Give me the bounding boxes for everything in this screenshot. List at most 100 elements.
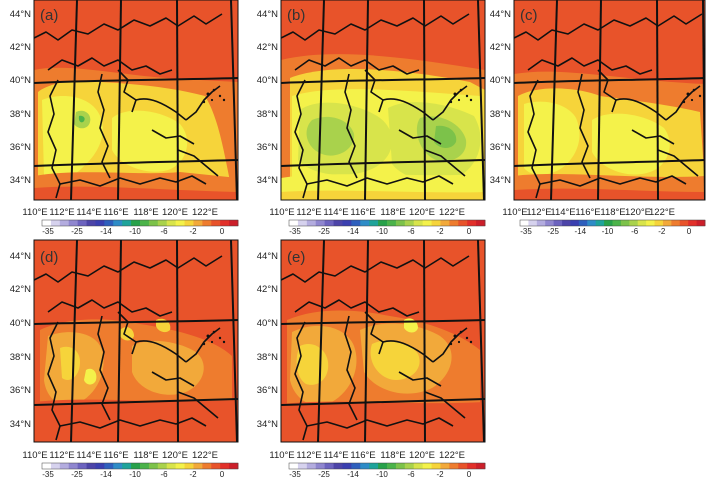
colorbar-swatch-b-12	[395, 220, 406, 226]
colorbar-swatch-e-13	[404, 463, 415, 469]
colorbar-tick-d-0: -35	[42, 470, 54, 479]
colorbar-swatch-b-1	[297, 220, 308, 226]
colorbar-tick-c-1: -25	[547, 227, 559, 236]
colorbar-tick-d-3: -10	[129, 470, 141, 479]
lat-label-e-1: 42°N	[257, 284, 278, 295]
lon-label-d-6: 122°E	[192, 450, 218, 461]
lat-label-b-2: 40°N	[257, 75, 278, 86]
colorbar-swatch-a-20	[220, 220, 230, 226]
colorbar-swatch-c-14	[637, 220, 647, 226]
colorbar-tick-b-4: -6	[407, 227, 415, 236]
lat-label-d-4: 36°N	[10, 385, 31, 396]
colorbar-frame-d	[41, 462, 239, 470]
lon-label-c-5: 120°E	[625, 207, 651, 218]
lat-label-c-2: 40°N	[490, 75, 511, 86]
colorbar-frame-e	[288, 462, 486, 470]
colorbar-swatch-d-10	[131, 463, 141, 469]
colorbar-swatch-d-17	[193, 463, 203, 469]
lon-label-c-1: 112°E	[526, 207, 551, 218]
colorbar-swatch-c-5	[562, 220, 571, 226]
lat-label-c-5: 34°N	[490, 175, 511, 186]
colorbar-swatch-e-1	[297, 463, 308, 469]
lon-label-c-2: 114°E	[550, 207, 575, 218]
colorbar-swatch-d-18	[202, 463, 212, 469]
colorbar-swatch-a-5	[86, 220, 96, 226]
lat-label-b-5: 34°N	[257, 175, 278, 186]
colorbar-swatch-e-17	[440, 463, 450, 469]
lon-label-a-3: 116°E	[103, 207, 128, 218]
colorbar-frame-b	[288, 219, 486, 227]
colorbar-swatch-c-11	[612, 220, 622, 226]
colorbar-swatch-a-1	[50, 220, 61, 226]
colorbar-c	[519, 219, 706, 227]
colorbar-tick-b-3: -10	[376, 227, 388, 236]
colorbar-swatch-d-19	[211, 463, 221, 469]
colorbar-tick-a-5: -2	[189, 227, 197, 236]
colorbar-swatch-b-10	[378, 220, 388, 226]
colorbar-swatch-a-6	[95, 220, 105, 226]
colorbar-swatch-a-2	[59, 220, 70, 226]
colorbar-swatch-a-3	[68, 220, 79, 226]
lon-label-b-4: 118°E	[380, 207, 405, 218]
lon-label-b-0: 110°E	[269, 207, 294, 218]
lat-label-c-1: 42°N	[490, 42, 511, 53]
lat-label-e-5: 34°N	[257, 419, 278, 430]
colorbar-swatch-b-6	[342, 220, 352, 226]
colorbar-swatch-c-10	[604, 220, 613, 226]
colorbar-tick-e-6: 0	[467, 470, 472, 479]
lon-label-b-1: 112°E	[296, 207, 321, 218]
colorbar-tick-b-5: -2	[436, 227, 444, 236]
colorbar-swatch-b-7	[351, 220, 361, 226]
lat-label-e-0: 44°N	[257, 251, 278, 262]
lat-label-c-3: 38°N	[490, 109, 511, 120]
colorbar-tick-e-4: -6	[407, 470, 415, 479]
colorbar-tick-a-6: 0	[220, 227, 225, 236]
colorbar-tick-c-6: 0	[687, 227, 692, 236]
colorbar-swatch-b-5	[333, 220, 343, 226]
colorbar-swatch-d-16	[184, 463, 194, 469]
colorbar-swatch-d-12	[148, 463, 159, 469]
lat-label-e-3: 38°N	[257, 352, 278, 363]
colorbar-swatch-e-19	[458, 463, 468, 469]
colorbar-swatch-c-12	[620, 220, 630, 226]
colorbar-swatch-c-15	[646, 220, 655, 226]
colorbar-swatch-d-9	[122, 463, 132, 469]
colorbar-swatch-e-16	[431, 463, 441, 469]
colorbar-swatch-a-11	[140, 220, 150, 226]
colorbar-swatch-b-15	[422, 220, 432, 226]
colorbar-swatch-d-0	[42, 463, 52, 469]
lon-label-a-2: 114°E	[76, 207, 101, 218]
colorbar-tick-a-0: -35	[42, 227, 54, 236]
colorbar-swatch-a-18	[202, 220, 212, 226]
lat-label-d-5: 34°N	[10, 419, 31, 430]
lon-label-b-3: 116°E	[350, 207, 375, 218]
colorbar-swatch-c-3	[545, 220, 555, 226]
lon-label-c-4: 118°E	[600, 207, 625, 218]
lon-label-a-6: 122°E	[192, 207, 218, 218]
colorbar-swatch-e-10	[378, 463, 388, 469]
colorbar-swatch-d-2	[59, 463, 70, 469]
panel-label-d: (d)	[40, 249, 58, 266]
panel-d: (d)	[33, 239, 239, 443]
lon-label-a-5: 120°E	[162, 207, 188, 218]
colorbar-swatch-a-4	[77, 220, 87, 226]
colorbar-swatch-b-16	[431, 220, 441, 226]
lat-label-b-0: 44°N	[257, 9, 278, 20]
lon-label-e-1: 112°E	[296, 450, 321, 461]
colorbar-tick-b-6: 0	[467, 227, 472, 236]
panel-e: (e)	[280, 239, 486, 443]
colorbar-swatch-b-21	[476, 220, 486, 226]
colorbar-frame-a	[41, 219, 239, 227]
colorbar-tick-b-2: -14	[347, 227, 359, 236]
colorbar-swatch-e-14	[413, 463, 424, 469]
colorbar-swatch-d-14	[166, 463, 177, 469]
panel-label-e: (e)	[287, 249, 305, 266]
colorbar-swatch-b-4	[324, 220, 334, 226]
colorbar-tick-d-4: -6	[160, 470, 168, 479]
lon-label-b-2: 114°E	[323, 207, 348, 218]
colorbar-tick-e-2: -14	[347, 470, 359, 479]
colorbar-e	[288, 462, 486, 470]
colorbar-swatch-b-9	[369, 220, 379, 226]
colorbar-tick-d-6: 0	[220, 470, 225, 479]
